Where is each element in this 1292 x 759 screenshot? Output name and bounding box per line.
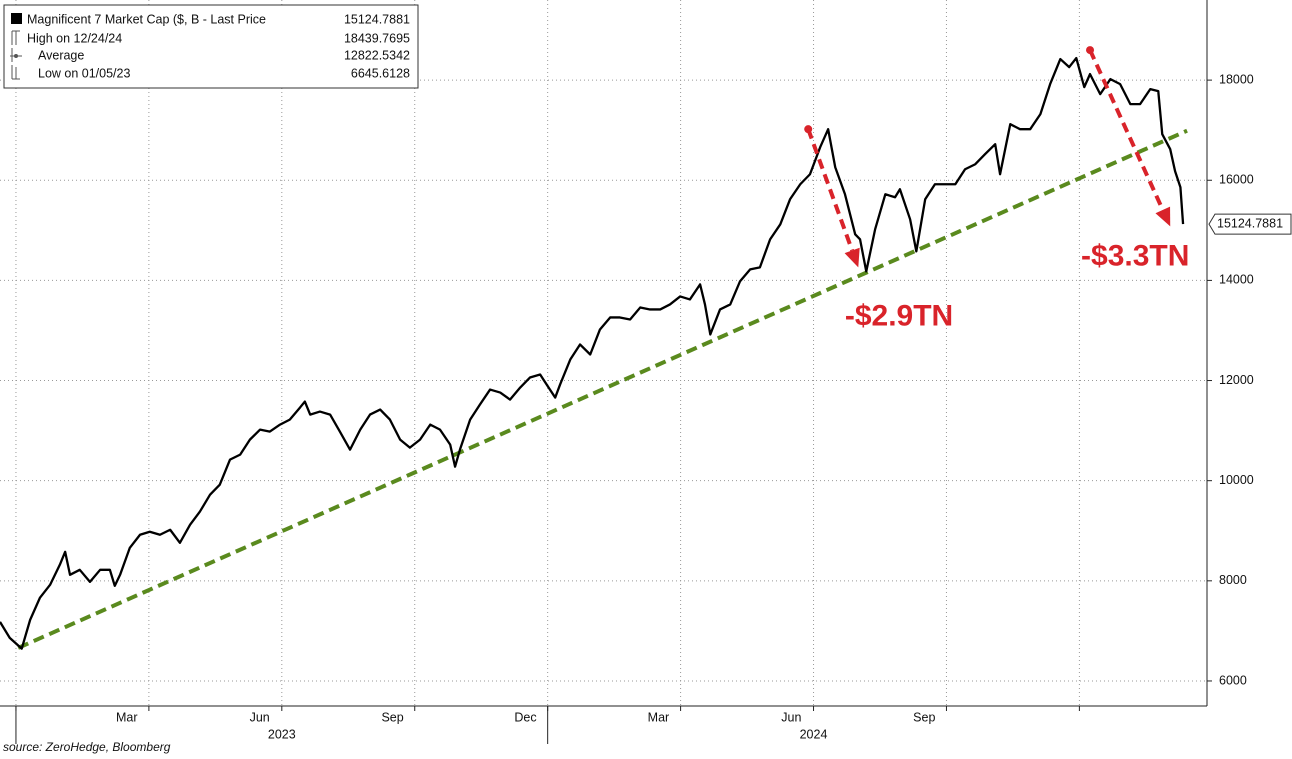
arrow-head (1155, 206, 1171, 227)
legend-icon (11, 30, 20, 45)
arrow-tail (804, 125, 813, 134)
y-tick-label: 10000 (1219, 473, 1254, 487)
y-tick-label: 6000 (1219, 673, 1247, 687)
annotation: -$3.3TN (1081, 239, 1189, 272)
x-tick-label: Jun (250, 710, 270, 724)
x-tick-label: Mar (116, 710, 138, 724)
legend-label: High on 12/24/24 (27, 31, 122, 45)
annotation: -$2.9TN (845, 299, 953, 332)
arrow-tail (1086, 46, 1095, 55)
legend-label: Low on 01/05/23 (38, 66, 130, 80)
last-price-box (1208, 213, 1292, 235)
x-tick-label: Sep (381, 710, 403, 724)
legend-icon (14, 54, 18, 58)
arrow-shaft (806, 128, 855, 252)
legend-value: 15124.7881 (344, 12, 410, 26)
legend-box (3, 4, 419, 89)
plot-area: 6000 8000 10000 12000 14000 16000 18000 Mar Jun S… (0, 0, 1254, 744)
legend-label: Average (38, 48, 84, 62)
trend-line (17, 128, 1188, 650)
legend-swatch (11, 13, 22, 24)
source-note: source: ZeroHedge, Bloomberg (3, 740, 171, 754)
legend-value: 18439.7695 (344, 31, 410, 45)
series-line (0, 56, 1185, 650)
last-price-label: 15124.7881 (1217, 216, 1283, 230)
legend-value: 6645.6128 (351, 66, 410, 80)
x-tick-label: Dec (514, 710, 536, 724)
x-tick-label: Jun (781, 710, 801, 724)
year-label: 2024 (800, 727, 828, 741)
x-tick-label: Mar (648, 710, 670, 724)
legend: Magnificent 7 Market Cap ($, B - Last Pr… (3, 4, 419, 89)
year-label: 2023 (268, 727, 296, 741)
legend-value: 12822.5342 (344, 48, 410, 62)
y-tick-label: 8000 (1219, 573, 1247, 587)
y-tick-label: 14000 (1219, 273, 1254, 287)
y-tick-label: 12000 (1219, 373, 1254, 387)
arrow-head (844, 247, 860, 268)
x-tick-label: Sep (913, 710, 935, 724)
arrow-shaft (1088, 49, 1165, 211)
legend-label: Magnificent 7 Market Cap ($, B - Last Pr… (27, 12, 266, 26)
y-tick-label: 16000 (1219, 173, 1254, 187)
y-tick-label: 18000 (1219, 72, 1254, 86)
legend-icon (11, 65, 20, 80)
